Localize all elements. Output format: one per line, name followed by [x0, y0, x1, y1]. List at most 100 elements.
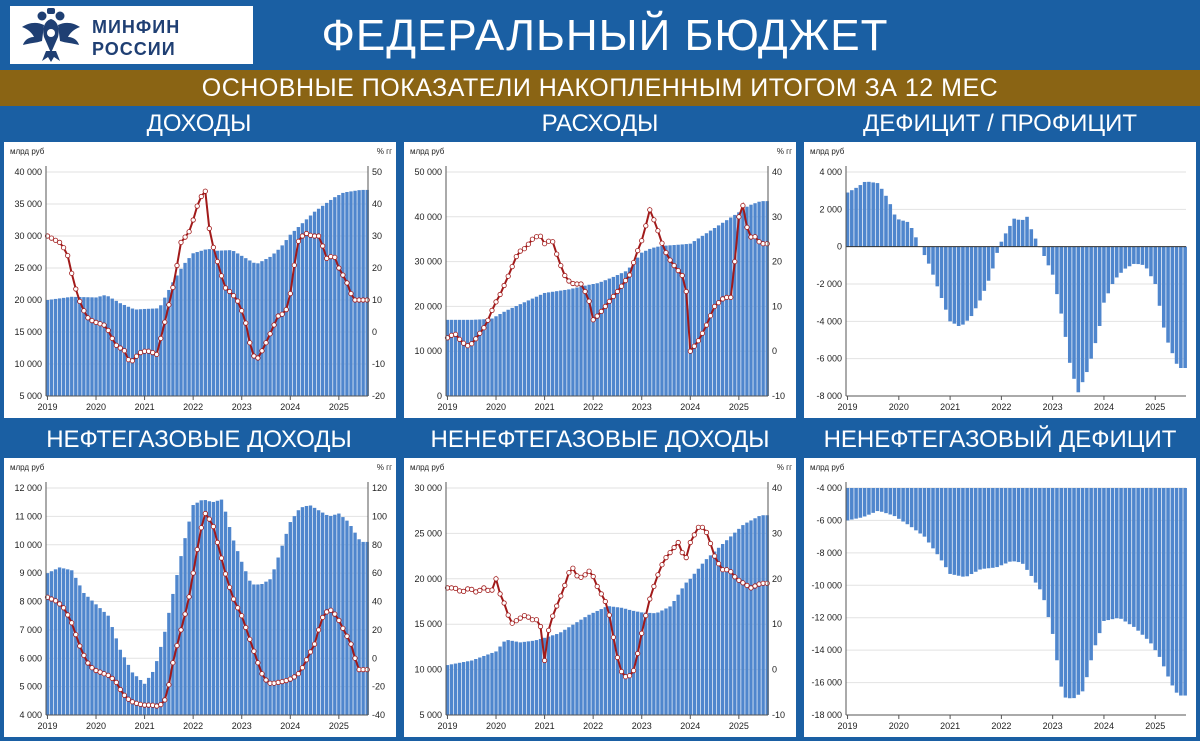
bar	[134, 676, 139, 715]
line-point	[602, 303, 608, 309]
bar	[325, 514, 329, 715]
line-point	[497, 591, 503, 597]
bar	[571, 288, 575, 396]
bar	[1089, 246, 1093, 359]
line-point	[52, 237, 59, 243]
line-point	[336, 265, 342, 271]
bar	[510, 307, 514, 396]
line-point	[231, 293, 237, 299]
bar	[676, 244, 680, 396]
y2-tick-label: 0	[372, 327, 377, 337]
line-point	[283, 307, 289, 313]
bar	[871, 182, 875, 247]
bar	[1144, 246, 1149, 269]
bar	[1076, 246, 1081, 393]
bar	[1020, 219, 1025, 247]
y2-tick-label: 20	[772, 574, 782, 584]
line-point	[643, 613, 649, 619]
bar	[268, 256, 272, 396]
line-point	[324, 255, 330, 262]
bar	[518, 642, 522, 715]
y2-tick-label: 0	[772, 665, 777, 675]
bar	[765, 201, 769, 396]
bar	[337, 513, 341, 715]
bar	[526, 641, 531, 715]
bar	[1025, 488, 1029, 570]
chart-panel-oil-gas-revenue: 4 000 5 000 6 000 7 000 8 000 9 000 10 000 11 0…	[4, 458, 396, 737]
line-point	[732, 574, 738, 580]
line-point	[679, 550, 685, 556]
bar	[551, 635, 555, 715]
bar	[353, 190, 357, 396]
bar	[965, 246, 969, 321]
line-point	[598, 591, 604, 597]
bar	[901, 488, 905, 522]
x-tick-label: 2023	[632, 402, 652, 412]
x-tick-label: 2022	[991, 721, 1011, 731]
line-point	[182, 234, 188, 240]
bar	[680, 244, 684, 396]
bar	[559, 632, 563, 715]
bar	[70, 296, 74, 396]
bar	[1106, 246, 1111, 294]
bar	[1008, 225, 1012, 247]
bar	[86, 297, 90, 396]
y-tick-label: -8 000	[816, 548, 842, 558]
bar	[644, 612, 648, 715]
bar	[986, 246, 991, 281]
bar	[1042, 488, 1046, 601]
bar	[199, 500, 203, 715]
y-tick-label: 10 000	[414, 665, 442, 675]
bar	[1093, 488, 1098, 646]
line-point	[489, 587, 495, 593]
bar	[199, 250, 203, 396]
bar	[688, 578, 692, 715]
line-point	[121, 348, 128, 354]
line-point	[610, 634, 616, 640]
bar	[466, 319, 470, 396]
bar	[611, 276, 616, 396]
y-tick-label: 15 000	[14, 327, 42, 337]
x-tick-label: 2023	[232, 721, 252, 731]
line-point	[190, 570, 196, 576]
bar	[850, 488, 854, 520]
bar	[720, 543, 725, 715]
bar	[1003, 488, 1008, 564]
x-tick-label: 2021	[940, 402, 960, 412]
line-point	[683, 555, 689, 561]
x-tick-label: 2023	[1043, 402, 1063, 412]
x-tick-label: 2021	[535, 402, 555, 412]
x-tick-label: 2021	[940, 721, 960, 731]
line-point	[166, 302, 172, 308]
line-point	[307, 649, 314, 655]
bar	[526, 300, 531, 396]
y2-tick-label: 120	[372, 483, 387, 493]
bar	[365, 189, 369, 396]
bar	[248, 260, 252, 396]
y-tick-label: -8 000	[816, 391, 842, 401]
bar	[171, 593, 175, 715]
line-point	[206, 516, 212, 522]
bar	[514, 306, 518, 396]
bar	[931, 246, 935, 275]
line-point	[594, 313, 600, 319]
bar	[1102, 246, 1106, 303]
line-point	[566, 570, 572, 576]
y-tick-label: 11 000	[15, 511, 42, 521]
bar	[264, 581, 268, 715]
y-tick-label: 4 000	[19, 710, 42, 720]
line-point	[687, 348, 693, 354]
y-tick-label: 5 000	[19, 682, 42, 692]
bar	[926, 246, 931, 264]
bar	[1110, 246, 1115, 284]
line-point	[764, 241, 770, 247]
bar	[1144, 488, 1149, 639]
bar	[134, 309, 139, 396]
line-point	[724, 567, 730, 573]
line-point	[182, 611, 188, 617]
line-point	[133, 353, 140, 359]
line-point	[222, 285, 229, 291]
bar	[1003, 233, 1008, 247]
logo-text-line1: МИНФИН	[92, 17, 181, 37]
bar	[235, 551, 240, 715]
